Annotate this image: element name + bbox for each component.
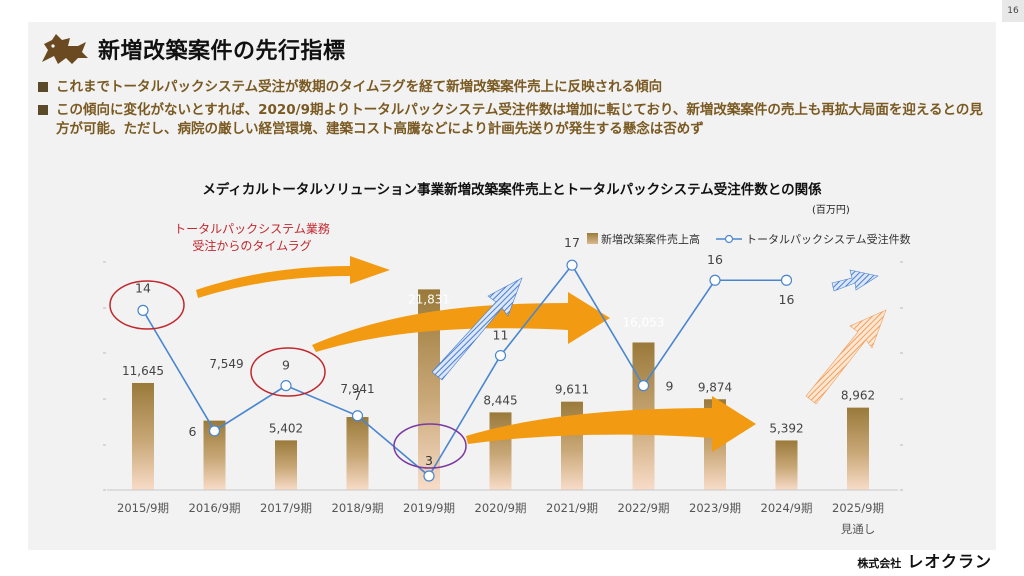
bar — [132, 382, 154, 490]
blue-right-arrow-icon — [831, 269, 879, 292]
x-tick-label: 2016/9期 — [189, 501, 241, 515]
bar-value-label: 8,445 — [483, 393, 517, 407]
line-value-label: 9 — [282, 358, 290, 373]
line-point — [423, 470, 435, 482]
x-tick-label: 2024/9期 — [761, 501, 813, 515]
x-tick-label: 2018/9期 — [332, 501, 384, 515]
line-value-label: 11 — [493, 328, 509, 343]
highlight-circle-red — [109, 280, 185, 330]
line-point — [566, 259, 578, 271]
orange-arrow-icon — [312, 292, 610, 352]
highlight-circle-red — [250, 347, 326, 397]
legend-swatch-bars — [587, 233, 598, 244]
x-tick-label: 2017/9期 — [260, 501, 312, 515]
line-value-label: 17 — [564, 235, 580, 250]
line-value-label: 3 — [425, 453, 433, 468]
line-point — [494, 349, 507, 362]
bar-value-label: 8,962 — [841, 389, 875, 403]
bar-value-label: 11,645 — [122, 364, 164, 378]
chart-title: メディカルトータルソリューション事業新増改築案件売上とトータルパックシステム受注… — [202, 182, 822, 198]
orange-arrow-icon — [466, 396, 756, 452]
legend-swatch-marker — [724, 234, 734, 244]
x-tick-label: 2025/9期 — [832, 501, 884, 515]
highlight-circle-purple — [393, 423, 467, 469]
line-point — [137, 304, 149, 316]
annotation-line-2: 受注からのタイムラグ — [192, 238, 311, 253]
bar-value-label: 21,831 — [408, 292, 450, 306]
bar — [203, 420, 226, 490]
blue-up-arrow-icon — [431, 277, 523, 381]
line-value-label: 9 — [666, 379, 674, 394]
x-axis: 2015/9期 2016/9期 2017/9期 2018/9期 2019/9期 2020/… — [107, 489, 898, 536]
bar-value-label: 5,402 — [269, 421, 303, 435]
orange-arrow-icon — [196, 256, 390, 298]
bar — [418, 289, 440, 490]
x-tick-label: 2019/9期 — [403, 501, 455, 515]
annotation-line-1: トータルパックシステム業務 — [174, 222, 330, 236]
line-point — [637, 380, 650, 392]
x-tick-label: 2023/9期 — [689, 501, 741, 515]
bar-value-label: 9,874 — [698, 380, 732, 394]
highlight-circles — [109, 280, 467, 469]
line-series — [137, 259, 793, 482]
x-tick-sublabel: 見通し — [841, 522, 876, 536]
x-tick-label: 2020/9期 — [475, 501, 527, 515]
bar-value-label: 7,941 — [340, 382, 374, 396]
x-tick-label: 2021/9期 — [546, 501, 598, 515]
line-value-label: 16 — [779, 292, 795, 307]
bar — [847, 407, 869, 490]
trend-arrows — [196, 256, 887, 452]
lion-logo-icon — [38, 32, 92, 68]
line-point — [709, 274, 721, 286]
page-number: 16 — [1002, 0, 1024, 22]
x-tick-label: 2015/9期 — [117, 501, 169, 515]
line-value-label: 7 — [354, 388, 362, 403]
orange-up-arrow-icon — [805, 309, 887, 405]
square-bullet-icon — [38, 105, 48, 115]
line-point — [208, 425, 221, 437]
line-point — [780, 274, 793, 286]
bar-value-label: 7,549 — [209, 357, 243, 371]
bullet-item: これまでトータルパックシステム受注が数期のタイムラグを経て新増改築案件売上に反映… — [38, 78, 988, 97]
axis-ticks — [103, 261, 903, 491]
legend-label-bars: 新増改築案件売上高 — [601, 232, 700, 246]
bullet-text: これまでトータルパックシステム受注が数期のタイムラグを経て新増改築案件売上に反映… — [56, 79, 663, 95]
line-value-label: 14 — [135, 280, 151, 295]
bar — [775, 440, 798, 490]
bar-value-label: 5,392 — [769, 421, 803, 435]
bullet-list: これまでトータルパックシステム受注が数期のタイムラグを経て新増改築案件売上に反映… — [38, 78, 988, 143]
bar — [275, 440, 297, 490]
line-value-label: 16 — [707, 252, 723, 267]
bar-value-label: 16,053 — [623, 315, 665, 329]
bullet-item: この傾向に変化がないとすれば、2020/9期よりトータルパックシステム受注件数は… — [38, 101, 988, 139]
page-title: 新増改築案件の先行指標 — [98, 39, 346, 64]
company-prefix: 株式会社 — [857, 557, 902, 570]
bar-value-label: 9,611 — [555, 383, 589, 397]
legend-label-line: トータルパックシステム受注件数 — [746, 232, 911, 246]
square-bullet-icon — [38, 82, 48, 92]
line-point — [351, 410, 364, 422]
company-logo: 株式会社 レオクラン — [857, 548, 992, 572]
bullet-text: この傾向に変化がないとすれば、2020/9期よりトータルパックシステム受注件数は… — [56, 102, 983, 137]
data-labels: 11,645 7,549 5,402 7,941 21,831 8,445 9,611 16,… — [122, 235, 875, 468]
line-value-label: 6 — [189, 424, 197, 439]
company-name: レオクラン — [907, 552, 992, 571]
line-point — [280, 380, 292, 392]
x-tick-label: 2022/9期 — [618, 501, 670, 515]
bar — [489, 412, 512, 490]
unit-label: (百万円) — [812, 205, 850, 216]
chart-legend: 新増改築案件売上高 トータルパックシステム受注件数 — [587, 232, 911, 246]
line-path — [142, 263, 787, 478]
bar — [346, 417, 369, 490]
